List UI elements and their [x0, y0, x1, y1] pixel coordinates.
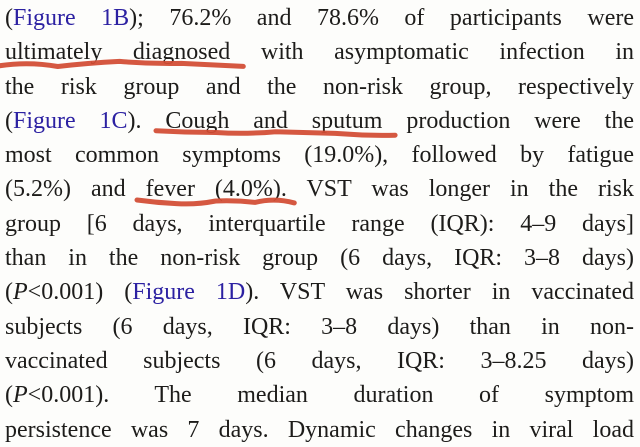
red-underlined-text: ultimately diagnosed — [5, 39, 231, 66]
text-line: than in the non-risk group (6 days, IQR:… — [5, 241, 634, 275]
text-line: (P<0.001). The median duration of sympto… — [5, 378, 634, 412]
text-line: ultimately diagnosed with asymptomatic i… — [5, 35, 634, 69]
italic-text: P — [13, 382, 28, 409]
text-line: subjects (6 days, IQR: 3–8 days) than in… — [5, 310, 634, 344]
text-run: (5.2%) and — [5, 176, 146, 203]
text-run: vaccinated subjects (6 days, IQR: 3–8.25… — [5, 347, 634, 374]
text-line: (P<0.001) (Figure 1D). VST was shorter i… — [5, 275, 634, 309]
text-run: ( — [5, 5, 13, 31]
text-run: than in the non-risk group (6 days, IQR:… — [5, 245, 634, 272]
text-run: subjects (6 days, IQR: 3–8 days) than in… — [5, 313, 634, 340]
text-run: group [6 days, interquartile range (IQR)… — [5, 210, 634, 237]
italic-text: P — [13, 279, 28, 306]
text-run: ( — [5, 382, 13, 409]
text-run: ); 76.2% and 78.6% of participants were — [129, 5, 634, 31]
text-line: group [6 days, interquartile range (IQR)… — [5, 207, 634, 241]
text-run: ). VST was shorter in vaccinated — [245, 279, 635, 306]
figure-link[interactable]: Figure 1B — [13, 5, 130, 31]
text-run: ). — [127, 107, 166, 134]
figure-link[interactable]: Figure 1D — [132, 279, 246, 306]
text-run: . VST was longer in the risk — [280, 176, 634, 203]
paragraph: (Figure 1B); 76.2% and 78.6% of particip… — [5, 1, 634, 447]
text-line: (Figure 1C). Cough and sputum production… — [5, 104, 634, 138]
text-run: <0.001) ( — [27, 279, 133, 306]
red-underlined-text: fever (4.0%) — [145, 176, 281, 203]
text-run: <0.001). The median duration of symptom — [27, 382, 634, 409]
text-run: ( — [5, 279, 13, 306]
text-line: (Figure 1B); 76.2% and 78.6% of particip… — [5, 1, 634, 35]
text-run: the risk group and the non-risk group, r… — [5, 73, 634, 100]
text-line: vaccinated subjects (6 days, IQR: 3–8.25… — [5, 344, 634, 378]
figure-link[interactable]: Figure 1C — [13, 107, 128, 134]
text-line: (5.2%) and fever (4.0%). VST was longer … — [5, 172, 634, 206]
text-run: most common symptoms (19.0%), followed b… — [5, 142, 634, 169]
text-line: most common symptoms (19.0%), followed b… — [5, 138, 634, 172]
text-run: persistence was 7 days. Dynamic changes … — [5, 416, 634, 443]
text-line: the risk group and the non-risk group, r… — [5, 70, 634, 104]
text-run: ( — [5, 107, 13, 134]
red-underlined-text: Cough and sputum — [165, 107, 383, 134]
text-run: production were the — [382, 107, 635, 134]
text-run: with asymptomatic infection in — [230, 39, 634, 66]
text-line: persistence was 7 days. Dynamic changes … — [5, 413, 634, 447]
